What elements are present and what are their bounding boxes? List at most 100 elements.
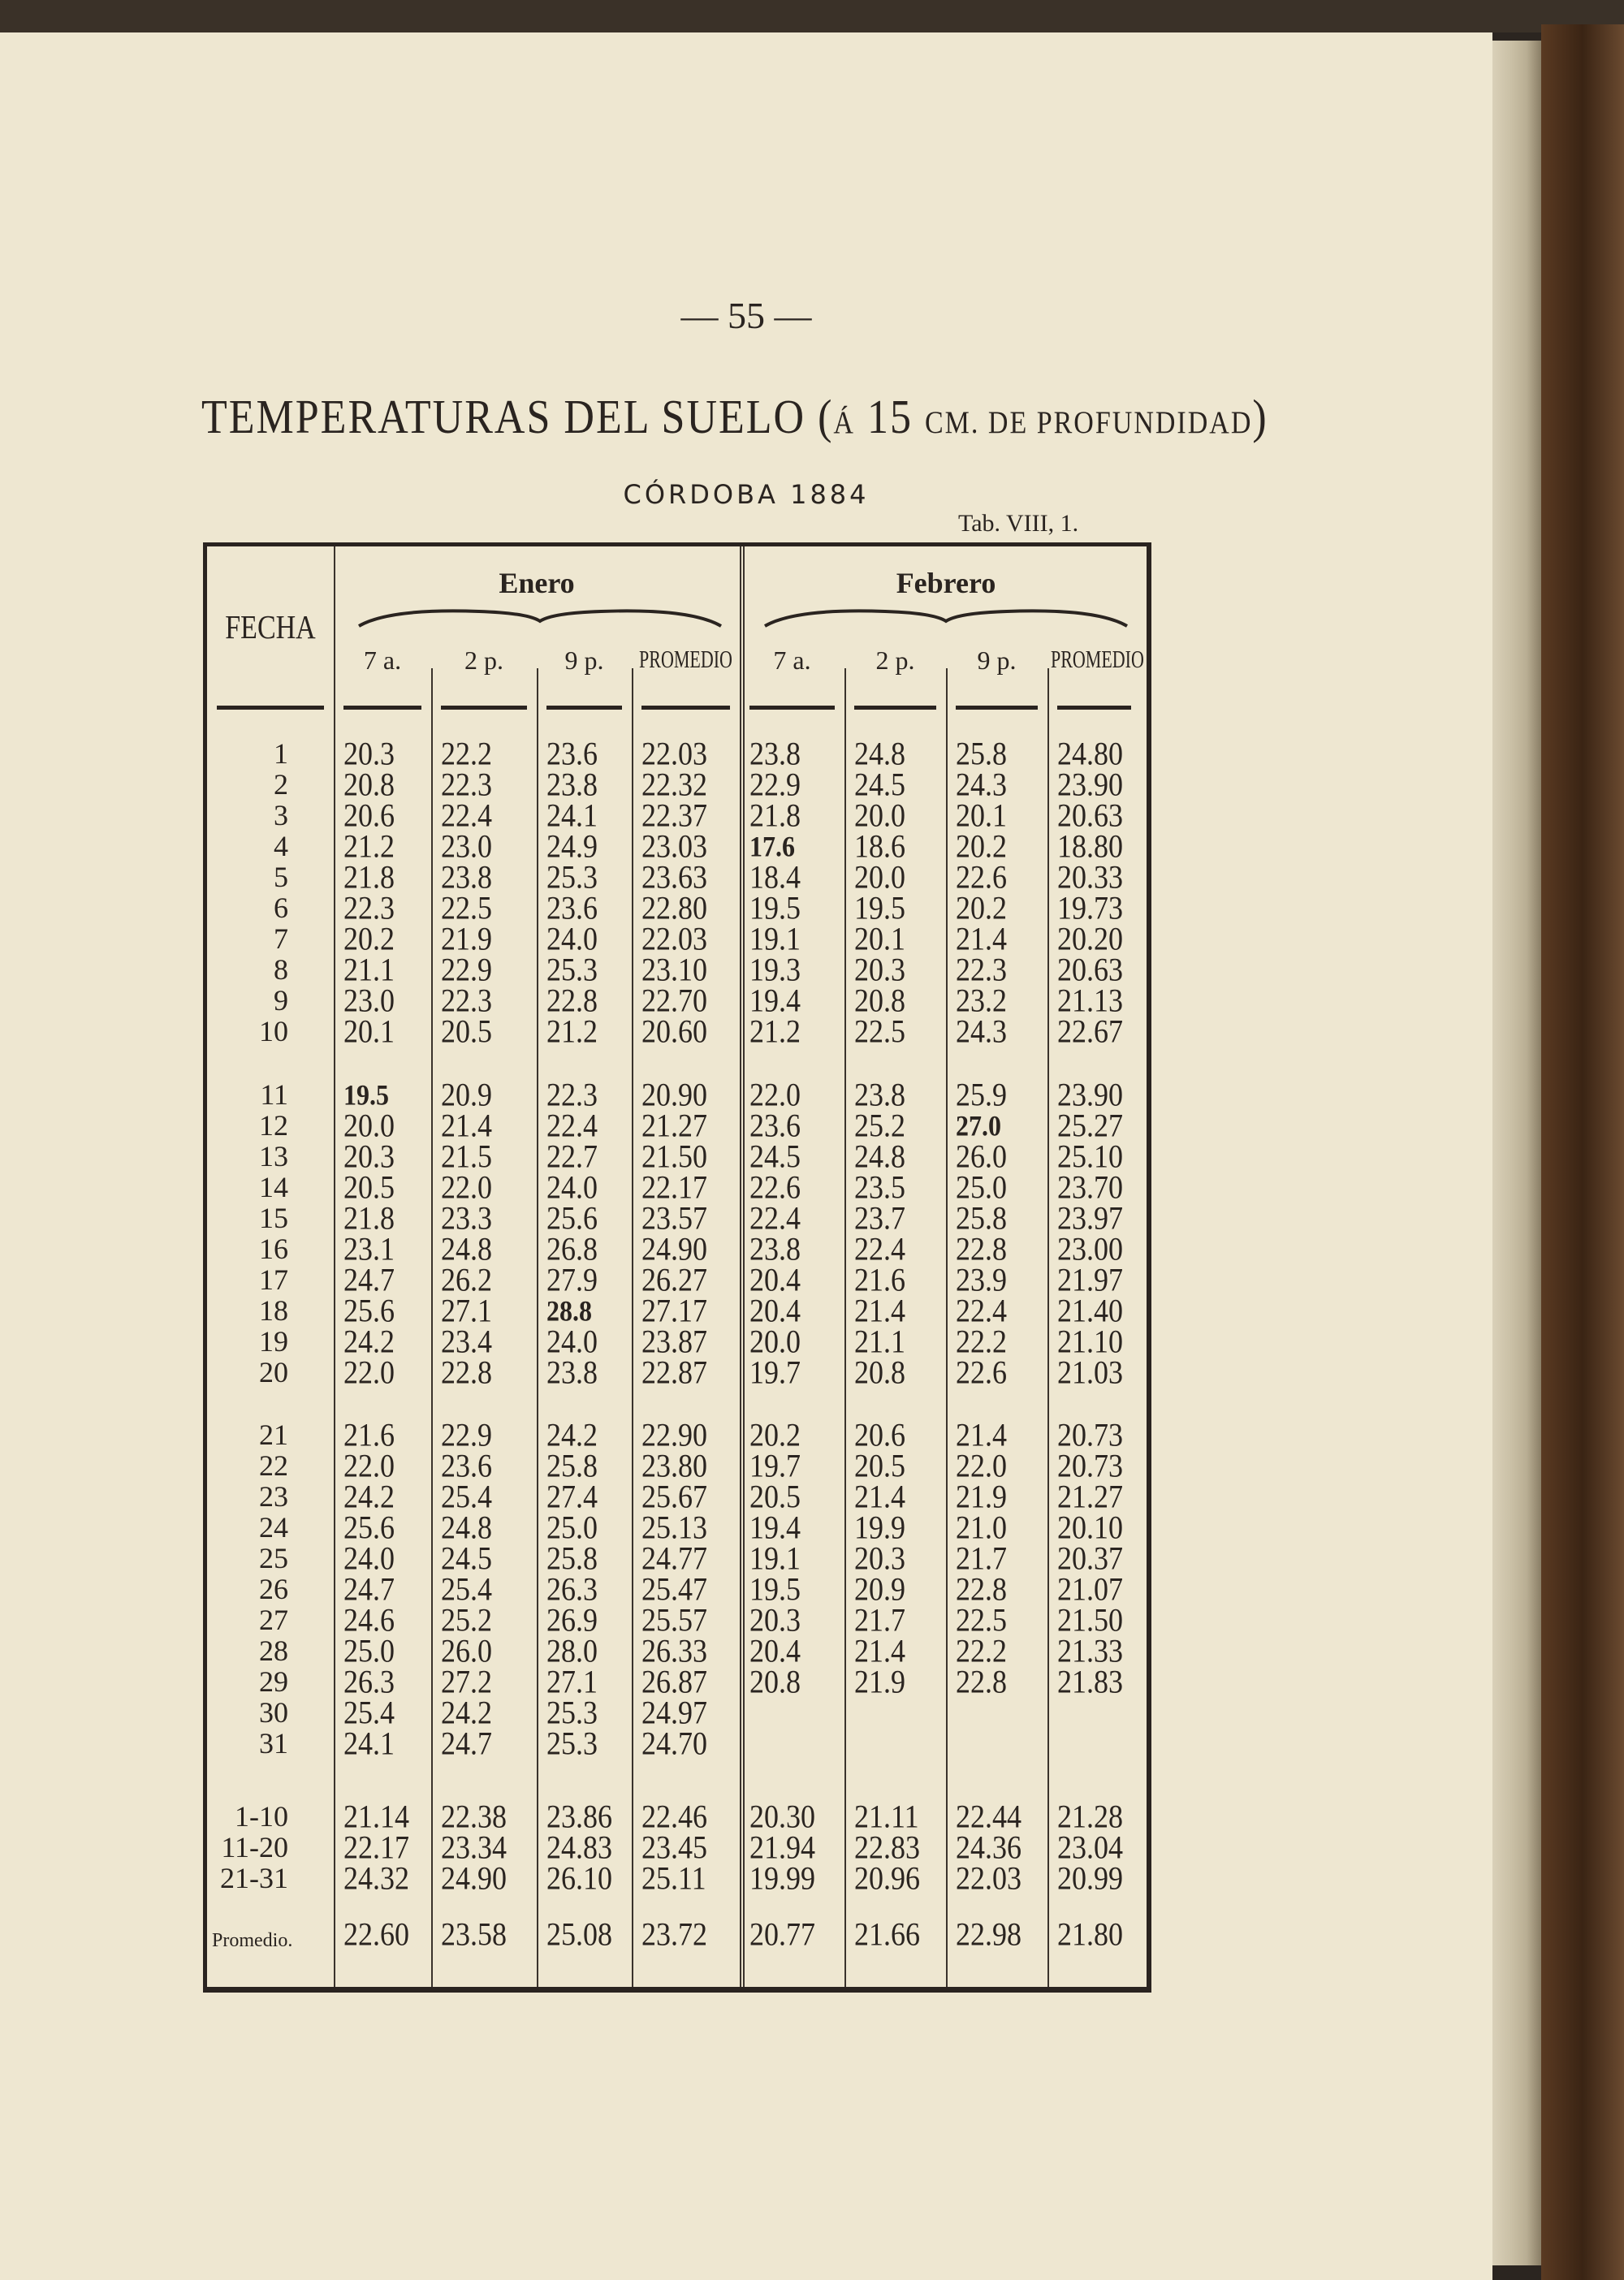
table-cell: 20.3: [749, 1601, 801, 1639]
table-cell: 21.28: [1057, 1798, 1123, 1835]
table-cell: 25.3: [546, 1694, 598, 1731]
table-cell: 26.8: [546, 1230, 598, 1267]
table-cell: 24.97: [641, 1694, 707, 1731]
table-cell: 22.03: [641, 920, 707, 957]
table-cell: 20.9: [854, 1570, 905, 1608]
table-cell: 21.13: [1057, 982, 1123, 1019]
table-cell: 22.17: [641, 1168, 707, 1206]
table-cell: 25.0: [343, 1632, 395, 1669]
table-cell: 25.0: [546, 1509, 598, 1546]
subtitle: CÓRDOBA 1884: [623, 479, 870, 510]
column-header: PROMEDIO: [639, 644, 732, 673]
table-cell: 19.5: [343, 1077, 389, 1112]
table-cell: 23.5: [854, 1168, 905, 1206]
row-label: Promedio.: [212, 1930, 293, 1951]
table-cell: 24.5: [441, 1539, 492, 1577]
table-cell: 20.63: [1057, 797, 1123, 834]
table-cell: 23.97: [1057, 1199, 1123, 1237]
table-cell: 22.9: [749, 766, 801, 803]
row-label: 28: [259, 1634, 288, 1667]
row-label: 17: [259, 1263, 288, 1296]
table-cell: 22.0: [343, 1447, 395, 1484]
table-cell: 21.83: [1057, 1663, 1123, 1700]
table-cell: 24.8: [854, 1138, 905, 1175]
table-cell: 20.6: [343, 797, 395, 834]
column-divider: [743, 546, 745, 1987]
table-cell: 19.4: [749, 982, 801, 1019]
table-cell: 19.7: [749, 1447, 801, 1484]
header-rule: [343, 706, 421, 710]
table-cell: 26.0: [956, 1138, 1007, 1175]
table-cell: 22.87: [641, 1354, 707, 1391]
table-cell: 19.5: [749, 889, 801, 926]
table-cell: 25.8: [546, 1539, 598, 1577]
table-cell: 20.4: [749, 1632, 801, 1669]
table-cell: 19.7: [749, 1354, 801, 1391]
column-header: PROMEDIO: [1051, 644, 1144, 673]
table-cell: 21.9: [956, 1478, 1007, 1515]
table-cell: 21.2: [343, 827, 395, 865]
column-header: 9 p.: [564, 646, 604, 675]
table-cell: 24.0: [546, 1323, 598, 1360]
month-header-enero: Enero: [499, 567, 575, 599]
table-cell: 27.17: [641, 1292, 707, 1329]
table-cell: 24.8: [441, 1509, 492, 1546]
row-label: 6: [274, 892, 288, 924]
table-cell: 23.6: [441, 1447, 492, 1484]
table-cell: 20.1: [854, 920, 905, 957]
table-cell: 21.94: [749, 1829, 815, 1866]
table-cell: 22.4: [854, 1230, 905, 1267]
table-cell: 22.5: [441, 889, 492, 926]
header-rule: [854, 706, 936, 710]
table-cell: 25.8: [956, 735, 1007, 772]
table-cell: 19.9: [854, 1509, 905, 1546]
table-cell: 23.10: [641, 951, 707, 988]
table-cell: 19.73: [1057, 889, 1123, 926]
column-divider: [632, 668, 633, 1987]
table-cell: 21.27: [641, 1107, 707, 1144]
table-cell: 21.4: [854, 1632, 905, 1669]
table-cell: 21.40: [1057, 1292, 1123, 1329]
table-cell: 23.1: [343, 1230, 395, 1267]
table-cell: 20.9: [441, 1076, 492, 1113]
table-cell: 21.7: [956, 1539, 1007, 1577]
table-cell: 23.8: [854, 1076, 905, 1113]
header-rule: [641, 706, 730, 710]
table-cell: 21.11: [854, 1798, 919, 1835]
table-cell: 24.3: [956, 1013, 1007, 1050]
table-cell: 20.30: [749, 1798, 815, 1835]
table-cell: 22.60: [343, 1915, 409, 1953]
title-depth: 15: [854, 391, 925, 444]
table-cell: 24.0: [546, 920, 598, 957]
table-cell: 22.6: [956, 858, 1007, 896]
table-cell: 22.03: [956, 1859, 1021, 1897]
table-cell: 25.0: [956, 1168, 1007, 1206]
table-cell: 21.9: [441, 920, 492, 957]
table-cell: 25.3: [546, 858, 598, 896]
table-cell: 22.2: [441, 735, 492, 772]
table-cell: 21.03: [1057, 1354, 1123, 1391]
row-label: 14: [259, 1171, 288, 1203]
table-cell: 26.27: [641, 1261, 707, 1298]
table-cell: 23.3: [441, 1199, 492, 1237]
table-cell: 21.97: [1057, 1261, 1123, 1298]
table-cell: 25.6: [343, 1509, 395, 1546]
table-cell: 23.6: [546, 889, 598, 926]
table-cell: 27.1: [441, 1292, 492, 1329]
table-cell: 26.87: [641, 1663, 707, 1700]
table-cell: 21.1: [343, 951, 395, 988]
table-cell: 21.7: [854, 1601, 905, 1639]
column-divider: [740, 546, 741, 1987]
row-label: 26: [259, 1573, 288, 1605]
table-cell: 22.44: [956, 1798, 1021, 1835]
table-cell: 19.5: [749, 1570, 801, 1608]
table-cell: 22.3: [956, 951, 1007, 988]
table-cell: 21.4: [854, 1478, 905, 1515]
table-cell: 23.72: [641, 1915, 707, 1953]
header-rule: [1057, 706, 1131, 710]
table-cell: 27.1: [546, 1663, 598, 1700]
column-header: 7 a.: [363, 646, 402, 675]
table-cell: 22.2: [956, 1632, 1007, 1669]
table-cell: 24.1: [546, 797, 598, 834]
row-label: 29: [259, 1665, 288, 1698]
